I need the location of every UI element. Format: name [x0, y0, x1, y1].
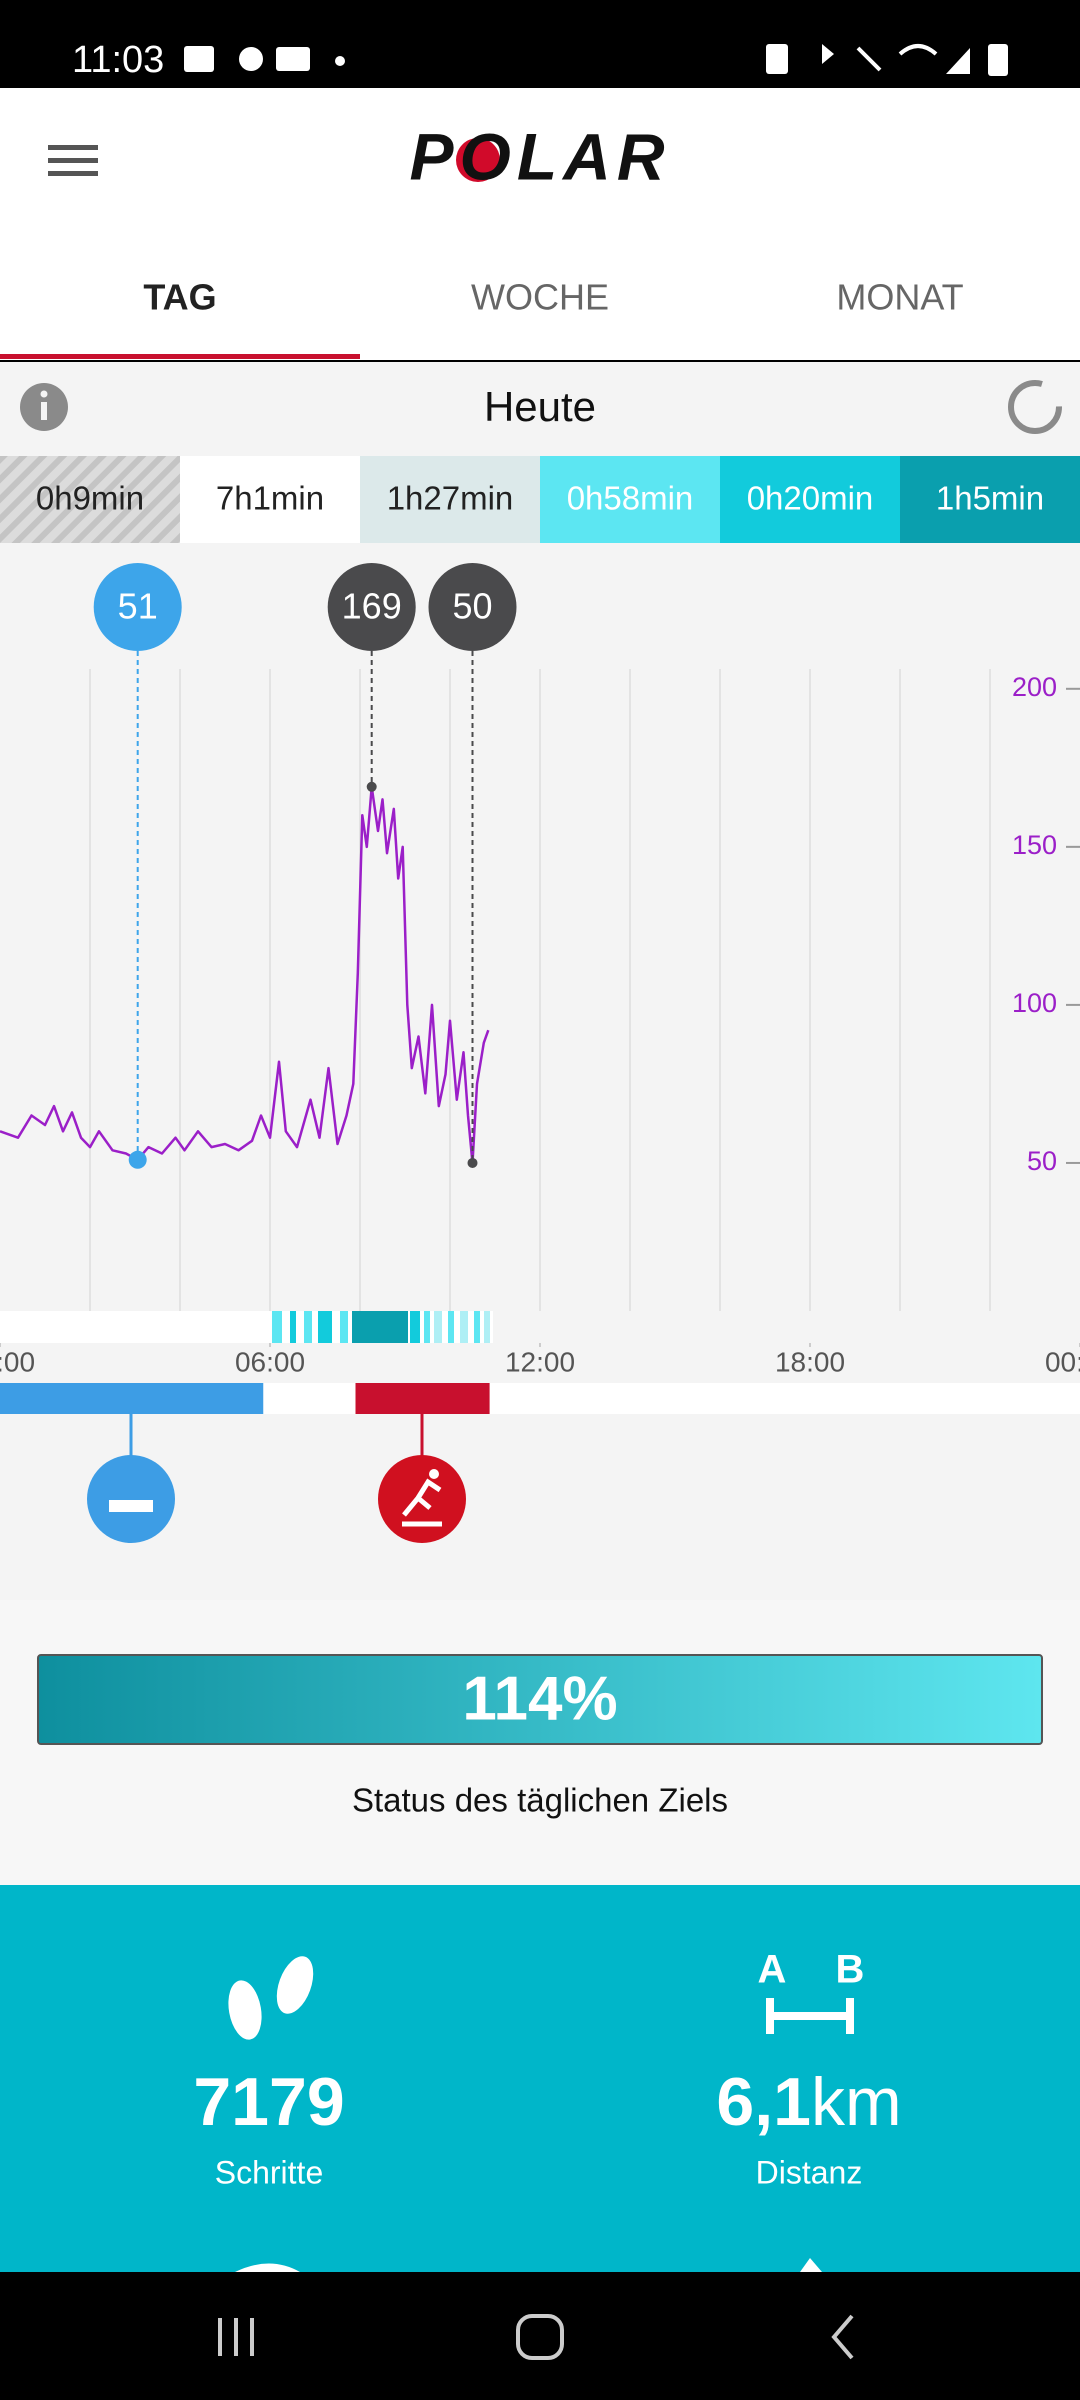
y-tick-label: 150 [1012, 830, 1057, 860]
activity-stripe [484, 1311, 490, 1343]
tab[interactable]: WOCHE [471, 277, 609, 318]
activity-stripe [474, 1311, 480, 1343]
x-tick-label: 00:00 [0, 1346, 35, 1377]
activity-stripe [424, 1311, 430, 1343]
tab-indicator [0, 354, 360, 359]
y-tick-label: 200 [1012, 672, 1057, 702]
zone-cell [720, 456, 900, 543]
activity-stripe [318, 1311, 332, 1343]
y-tick-label: 100 [1012, 988, 1057, 1018]
logo: POLAR [410, 119, 671, 193]
zone-duration: 0h58min [567, 480, 694, 517]
runner-head [429, 1469, 439, 1479]
refresh-button[interactable] [1008, 380, 1062, 434]
activity-stripe [290, 1311, 296, 1343]
activity-stripe [340, 1311, 348, 1343]
info-button[interactable] [20, 383, 68, 431]
x-tick-label: 06:00 [235, 1346, 305, 1377]
nav-home[interactable] [516, 2314, 564, 2360]
zone-cell [360, 456, 540, 543]
status-bar [0, 0, 1080, 88]
logo-dot [456, 138, 500, 182]
marker-label: 169 [342, 586, 402, 627]
stat-label: Schritte [215, 2154, 323, 2190]
stat-value: 6,1km [716, 2064, 901, 2140]
zone-duration: 7h1min [216, 480, 324, 517]
marker-point [128, 1150, 147, 1169]
marker-label: 50 [452, 586, 492, 627]
goal-percent: 114% [462, 1664, 617, 1733]
activity-stripe [434, 1311, 442, 1343]
stat-number: 7179 [193, 2064, 344, 2140]
stat-number: 6,1 [716, 2064, 811, 2140]
sleep-bed [109, 1500, 153, 1512]
marker-bubble [93, 563, 182, 651]
zone-cell [180, 456, 360, 543]
zone-duration: 1h27min [387, 480, 514, 517]
x-tick-label: 12:00 [505, 1346, 575, 1377]
distance-icon: A B [758, 1948, 865, 2034]
marker-bubble [428, 563, 517, 651]
svg-text:A: A [758, 1948, 787, 1992]
nav-recent[interactable] [218, 2318, 254, 2356]
activity-stripe [304, 1311, 312, 1343]
stats-section [0, 1885, 1080, 2272]
partial-icon [800, 2258, 822, 2272]
sleep-bar [0, 1383, 264, 1414]
stat-value: 7179 [193, 2064, 344, 2140]
activity-stripe [410, 1311, 420, 1343]
y-tick-label: 50 [1027, 1146, 1057, 1176]
status-icons [184, 44, 1008, 76]
nav-bar [0, 2272, 1080, 2400]
activity-stripe [352, 1311, 408, 1343]
zone-cell [0, 456, 180, 543]
steps-icon [228, 1956, 314, 2040]
zone-duration: 0h9min [36, 480, 144, 517]
x-tick-label: 00:00 [1045, 1346, 1080, 1377]
tab[interactable]: TAG [143, 277, 216, 318]
app-header [0, 88, 1080, 360]
marker-point [467, 1157, 478, 1168]
activity-stripe [272, 1311, 282, 1343]
zone-duration: 0h20min [747, 480, 874, 517]
menu-button[interactable] [48, 145, 98, 176]
heart-rate-line [0, 785, 490, 1165]
goal-caption: Status des täglichen Ziels [352, 1782, 728, 1819]
x-tick-label: 18:00 [775, 1346, 845, 1377]
day-title: Heute [484, 383, 596, 430]
zone-duration: 1h5min [936, 480, 1044, 517]
status-time: 11:03 [72, 39, 164, 81]
activity-bar [355, 1383, 490, 1414]
svg-text:B: B [836, 1948, 865, 1992]
sleep-icon [87, 1455, 175, 1543]
partial-icon [235, 2263, 300, 2272]
marker-label: 51 [118, 586, 158, 627]
stat-unit: km [811, 2064, 902, 2140]
nav-back[interactable] [831, 2314, 854, 2360]
plot [0, 669, 991, 1311]
activity-stripe [448, 1311, 454, 1343]
zone-cell [540, 456, 720, 543]
zone-cell [900, 456, 1080, 543]
stat-label: Distanz [756, 2154, 863, 2190]
marker-bubble [327, 563, 416, 651]
runner [402, 1478, 442, 1527]
goal-bar [37, 1654, 1043, 1745]
activity-stripe [460, 1311, 468, 1343]
tab[interactable]: MONAT [836, 277, 963, 318]
marker-point [366, 781, 377, 792]
